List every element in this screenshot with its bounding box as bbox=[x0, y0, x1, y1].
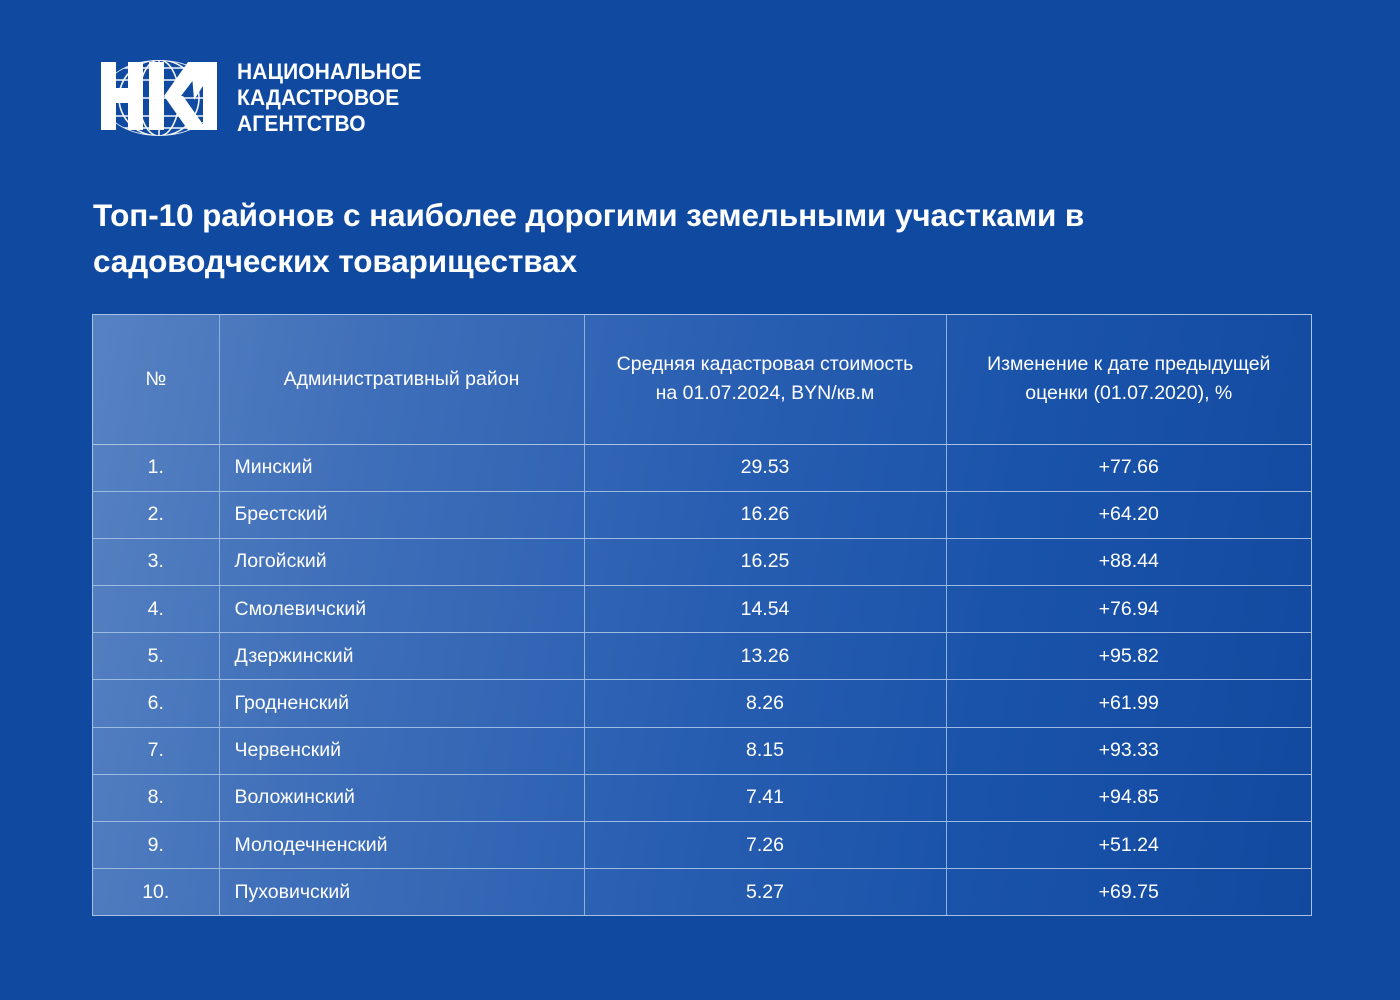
table-row: 2. Брестский 16.26 +64.20 bbox=[93, 491, 1311, 539]
row-number: 2. bbox=[93, 491, 220, 539]
brand-line-3: АГЕНТСТВО bbox=[237, 110, 366, 136]
table-row: 5. Дзержинский 13.26 +95.82 bbox=[93, 632, 1311, 681]
row-number: 8. bbox=[93, 774, 220, 823]
brand-line-2: КАДАСТРОВОЕ bbox=[237, 84, 400, 110]
page-title: Топ-10 районов с наиболее дорогими земел… bbox=[93, 197, 1085, 279]
table-row: 8. Воложинский 7.41 +94.85 bbox=[93, 774, 1311, 823]
row-change: +64.20 bbox=[946, 491, 1311, 539]
row-number: 9. bbox=[93, 821, 220, 870]
table-row: 1. Минский 29.53 +77.66 bbox=[93, 444, 1311, 492]
row-change: +51.24 bbox=[946, 821, 1311, 870]
row-number: 5. bbox=[93, 632, 220, 681]
row-cost: 7.41 bbox=[584, 774, 947, 823]
row-number: 3. bbox=[93, 538, 220, 587]
brand-wordmark: НАЦИОНАЛЬНОЕ КАДАСТРОВОЕ АГЕНТСТВО bbox=[237, 57, 436, 136]
row-change: +69.75 bbox=[1098, 881, 1159, 904]
row-cost: 7.26 bbox=[584, 821, 947, 870]
table-row: 9. Молодечненский 7.26 +51.24 bbox=[93, 821, 1311, 870]
row-cost: 13.26 bbox=[584, 632, 947, 681]
column-header-cost-line2: на 01.07.2024, BYN/кв.м bbox=[655, 382, 875, 405]
row-district: Молодечненский bbox=[219, 821, 585, 870]
table-row: 7. Червенский 8.15 +93.33 bbox=[93, 727, 1311, 775]
row-change: +61.99 bbox=[946, 679, 1311, 728]
row-cost: 8.26 bbox=[584, 679, 947, 728]
row-change: +77.66 bbox=[946, 444, 1311, 492]
row-number: 4. bbox=[93, 585, 220, 634]
row-number: 7. bbox=[93, 727, 220, 775]
column-header-district: Административный район bbox=[219, 315, 585, 445]
row-number: 6. bbox=[93, 679, 220, 728]
row-district: Червенский bbox=[219, 727, 585, 775]
row-district: Дзержинский bbox=[219, 632, 585, 681]
row-district: Брестский bbox=[219, 491, 585, 539]
row-change: +76.94 bbox=[946, 585, 1311, 634]
column-header-change-line2: оценки (01.07.2020), % bbox=[1025, 382, 1233, 405]
row-cost: 16.25 bbox=[584, 538, 947, 587]
column-header-cost-line1: Средняя кадастровая стоимость bbox=[616, 353, 914, 376]
table-header: № Административный район Средняя кадастр… bbox=[93, 315, 1311, 445]
table-row: 3. Логойский 16.25 +88.44 bbox=[93, 538, 1311, 587]
row-cost: 5.27 bbox=[584, 868, 947, 915]
row-district: Гродненский bbox=[219, 679, 585, 728]
row-district: Смолевичский bbox=[219, 585, 585, 634]
ranking-table-container: № Административный район Средняя кадастр… bbox=[92, 314, 1312, 916]
column-header-cost: Средняя кадастровая стоимость на 01.07.2… bbox=[584, 315, 947, 445]
row-cost: 16.26 bbox=[584, 491, 947, 539]
row-change: +93.33 bbox=[946, 727, 1311, 775]
brand-logo: НАЦИОНАЛЬНОЕ КАДАСТРОВОЕ АГЕНТСТВО bbox=[95, 52, 436, 140]
brand-line-1: НАЦИОНАЛЬНОЕ bbox=[237, 58, 422, 84]
table-row: 10. Пуховичский 5.27 +69.75 bbox=[93, 868, 1311, 915]
column-header-number: № bbox=[93, 315, 220, 445]
row-cost: 8.15 bbox=[584, 727, 947, 775]
ranking-table: № Административный район Средняя кадастр… bbox=[93, 315, 1311, 915]
row-district: Воложинский bbox=[219, 774, 585, 823]
row-number: 10. bbox=[93, 868, 220, 915]
table-row: 4. Смолевичский 14.54 +76.94 bbox=[93, 585, 1311, 634]
row-cost: 14.54 bbox=[584, 585, 947, 634]
row-district: Минский bbox=[219, 444, 585, 492]
table-header-row: № Административный район Средняя кадастр… bbox=[93, 315, 1311, 445]
nka-globe-icon bbox=[95, 52, 223, 140]
row-cost: 29.53 bbox=[584, 444, 947, 492]
row-change: +88.44 bbox=[946, 538, 1311, 587]
row-number: 1. bbox=[93, 444, 220, 492]
row-district: Пуховичский bbox=[219, 868, 585, 915]
column-header-change-line1: Изменение к дате предыдущей bbox=[987, 353, 1271, 376]
table-row: 6. Гродненский 8.26 +61.99 bbox=[93, 679, 1311, 728]
row-change: +95.82 bbox=[946, 632, 1311, 681]
row-district: Логойский bbox=[219, 538, 585, 587]
column-header-change: Изменение к дате предыдущей оценки (01.0… bbox=[946, 315, 1311, 445]
table-body: 1. Минский 29.53 +77.66 2. Брестский 16.26 +64.… bbox=[93, 444, 1311, 915]
row-change: +94.85 bbox=[946, 774, 1311, 823]
